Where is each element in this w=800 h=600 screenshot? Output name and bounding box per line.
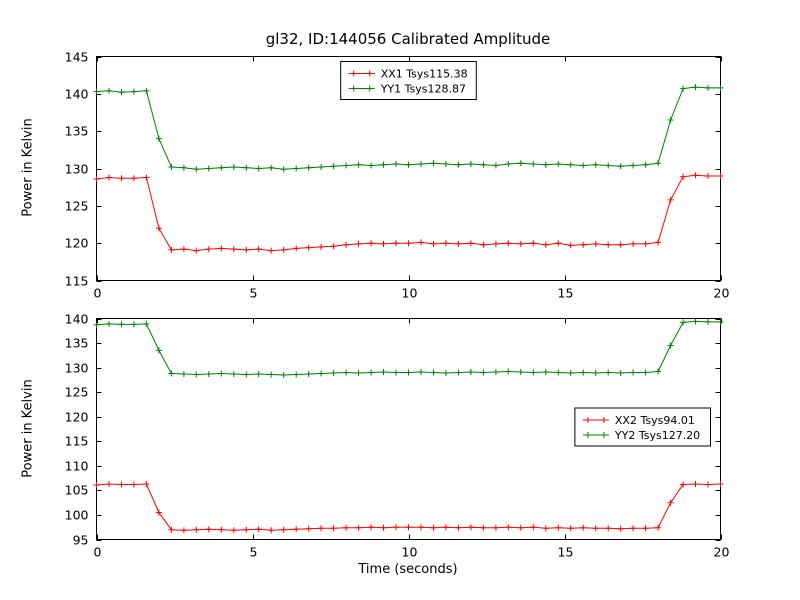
series-markers-yy2 — [93, 318, 724, 378]
plot-border-1 — [96, 318, 721, 540]
y-tick-label: 120 — [65, 236, 89, 251]
legend-label-yy2: YY2 Tsys127.20 — [614, 429, 700, 442]
series-line-xx1 — [96, 174, 721, 252]
x-tick-label: 20 — [714, 545, 730, 560]
x-tick-label: 5 — [250, 286, 258, 301]
y-tick-label: 130 — [65, 162, 89, 177]
legend-marker-xx1 — [366, 70, 373, 77]
y-tick-label: 140 — [65, 87, 89, 102]
y-tick-label: 130 — [65, 361, 89, 376]
x-tick-label: 0 — [94, 545, 102, 560]
chart-title: gl32, ID:144056 Calibrated Amplitude — [265, 30, 551, 48]
legend-marker-yy1 — [366, 85, 373, 92]
series-line-yy2 — [96, 320, 721, 376]
x-tick-label: 10 — [402, 545, 418, 560]
legend-marker-yy1 — [350, 85, 357, 92]
y-tick-label: 105 — [65, 483, 89, 498]
y-tick-label: 115 — [65, 434, 89, 449]
y-tick-label: 135 — [65, 124, 89, 139]
xlabel: Time (seconds) — [358, 562, 458, 577]
x-tick-label: 15 — [558, 286, 574, 301]
series-markers-xx1 — [93, 172, 724, 254]
y-tick-label: 135 — [65, 336, 89, 351]
series-markers-yy1 — [93, 84, 724, 173]
y-tick-label: 115 — [65, 274, 89, 289]
y-tick-label: 140 — [65, 312, 89, 327]
legend-marker-xx2 — [584, 417, 591, 423]
y-tick-label: 145 — [65, 50, 89, 65]
y-tick-label: 110 — [65, 459, 89, 474]
legend-marker-xx2 — [600, 417, 607, 423]
y-tick-label: 120 — [65, 410, 89, 425]
x-tick-label: 0 — [94, 286, 102, 301]
legend-box-0 — [340, 61, 477, 100]
y-tick-label: 125 — [65, 199, 89, 214]
series-markers-xx2 — [93, 481, 724, 534]
legend-marker-yy2 — [584, 432, 591, 438]
legend-box-1 — [574, 407, 712, 447]
legend-label-xx1: XX1 Tsys115.38 — [381, 68, 468, 81]
legend-label-yy1: YY1 Tsys128.87 — [380, 83, 466, 96]
series-line-xx2 — [96, 483, 721, 531]
x-tick-label: 15 — [558, 545, 574, 560]
y-tick-label: 95 — [73, 533, 89, 548]
legend-marker-yy2 — [600, 432, 607, 438]
y-tick-label: 100 — [65, 508, 89, 523]
x-tick-label: 10 — [402, 286, 418, 301]
legend-marker-xx1 — [350, 70, 357, 77]
y-tick-label: 125 — [65, 385, 89, 400]
x-tick-label: 20 — [714, 286, 730, 301]
legend-label-xx2: XX2 Tsys94.01 — [615, 414, 695, 427]
plot-border-0 — [96, 56, 721, 281]
x-tick-label: 5 — [250, 545, 258, 560]
